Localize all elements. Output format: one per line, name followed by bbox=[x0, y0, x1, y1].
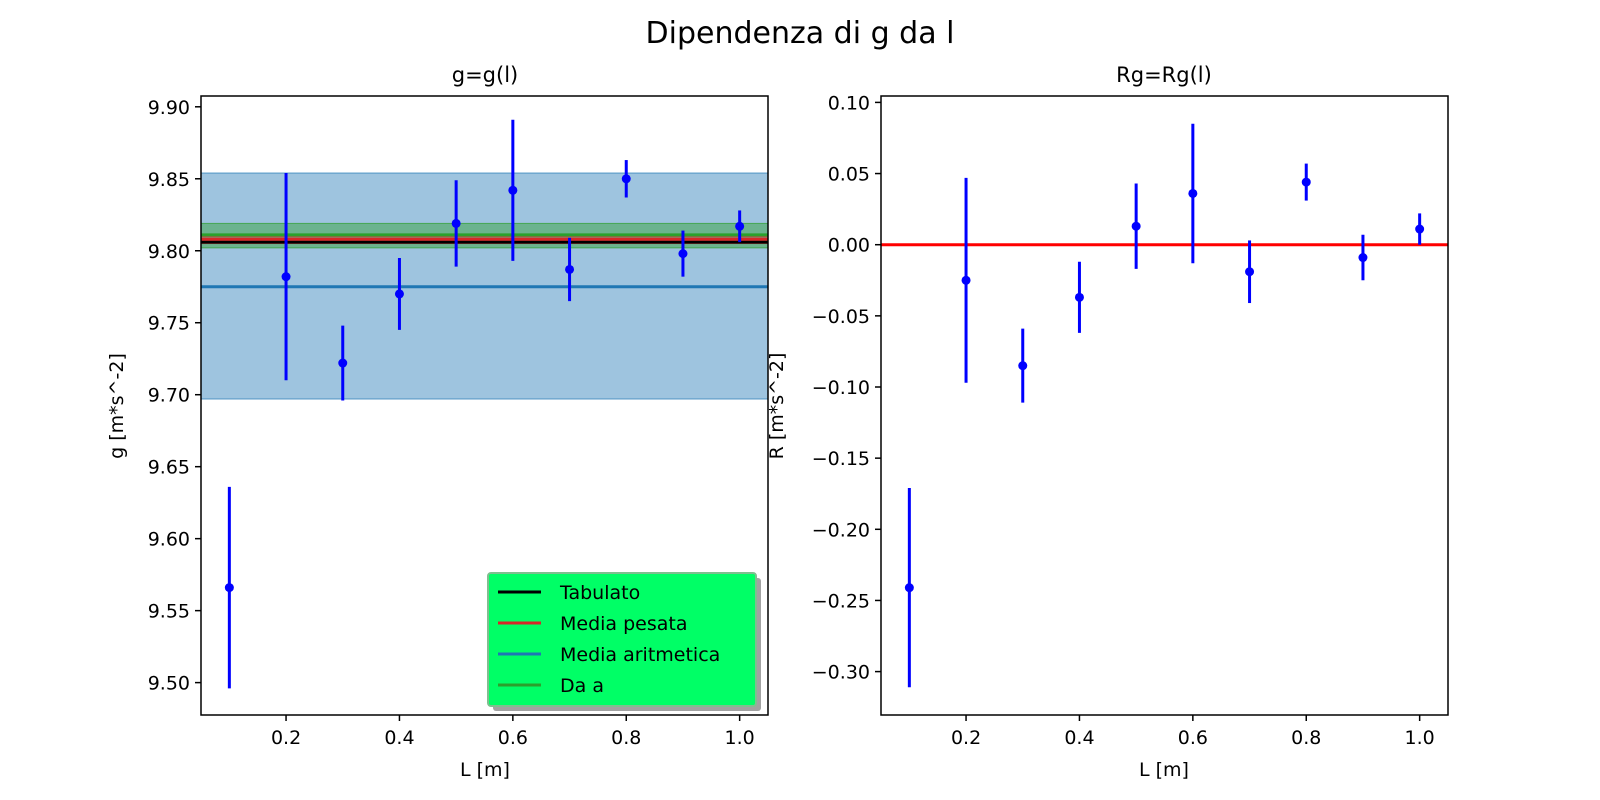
x-tick-label: 0.4 bbox=[384, 727, 414, 749]
legend-label: Da a bbox=[560, 675, 604, 697]
data-point bbox=[904, 583, 914, 593]
data-point bbox=[394, 289, 404, 299]
panel-title-left: g=g(l) bbox=[452, 63, 518, 87]
data-point bbox=[1131, 221, 1141, 231]
data-point bbox=[338, 358, 348, 368]
x-axis-ticks-left: 0.2 0.4 0.6 0.8 1.0 bbox=[271, 715, 755, 749]
y-tick-label: 0.00 bbox=[828, 235, 870, 257]
y-tick-label: 9.85 bbox=[148, 169, 190, 191]
y-tick-label: 0.05 bbox=[828, 164, 870, 186]
x-tick-label: 0.2 bbox=[951, 727, 981, 749]
y-tick-label: 9.70 bbox=[148, 385, 190, 407]
y-tick-label: −0.05 bbox=[812, 306, 870, 328]
panel-residuals: Rg=Rg(l) 0.2 0.4 0.6 0.8 1.0 −0.30 −0.25 −0.20… bbox=[766, 63, 1449, 781]
legend-label: Tabulato bbox=[559, 582, 640, 604]
y-axis-ticks-right: −0.30 −0.25 −0.20 −0.15 −0.10 −0.05 0.00 0.05 0.… bbox=[812, 92, 881, 684]
legend-items: Tabulato Media pesata Media aritmetica Da a bbox=[498, 582, 720, 697]
y-axis-ticks-left: 9.50 9.55 9.60 9.65 9.70 9.75 9.80 9.85 9.90 bbox=[148, 97, 201, 695]
reference-lines-left bbox=[201, 233, 768, 289]
data-point bbox=[735, 221, 745, 231]
y-tick-label: −0.25 bbox=[812, 590, 870, 612]
y-tick-label: 9.80 bbox=[148, 241, 190, 263]
x-tick-label: 1.0 bbox=[1405, 727, 1435, 749]
data-point bbox=[1018, 361, 1028, 371]
axes-frame-right bbox=[880, 95, 1449, 716]
x-axis-label-right: L [m] bbox=[1139, 759, 1189, 781]
data-point bbox=[508, 185, 518, 195]
legend-label: Media aritmetica bbox=[560, 644, 720, 666]
data-point bbox=[1415, 224, 1425, 234]
x-tick-label: 0.6 bbox=[498, 727, 528, 749]
x-axis-ticks-right: 0.2 0.4 0.6 0.8 1.0 bbox=[951, 715, 1435, 749]
y-tick-label: 9.50 bbox=[148, 673, 190, 695]
data-point bbox=[1245, 267, 1255, 277]
data-point bbox=[565, 264, 575, 274]
panel-title-right: Rg=Rg(l) bbox=[1116, 63, 1212, 87]
panel-g-vs-l: g=g(l) 0.2 0.4 0.6 0.8 1.0 9.509.559.609.659… bbox=[106, 63, 769, 781]
y-tick-label: 9.55 bbox=[148, 601, 190, 623]
legend-label: Media pesata bbox=[560, 613, 688, 635]
data-point bbox=[621, 174, 631, 184]
x-tick-label: 0.6 bbox=[1178, 727, 1208, 749]
data-point bbox=[1188, 188, 1198, 198]
y-tick-label: −0.15 bbox=[812, 448, 870, 470]
x-tick-label: 0.4 bbox=[1064, 727, 1094, 749]
legend-box bbox=[487, 572, 757, 707]
data-point bbox=[961, 275, 971, 285]
data-point bbox=[451, 218, 461, 228]
data-point bbox=[678, 249, 688, 259]
error-bar-series-left bbox=[224, 119, 745, 689]
y-tick-label: 9.60 bbox=[148, 529, 190, 551]
figure-title: Dipendenza di g da l bbox=[646, 16, 955, 51]
y-tick-label: −0.30 bbox=[812, 662, 870, 684]
x-tick-label: 0.8 bbox=[1291, 727, 1321, 749]
data-point bbox=[281, 272, 291, 282]
legend: Tabulato Media pesata Media aritmetica Da a bbox=[487, 572, 761, 711]
y-tick-label: 9.65 bbox=[148, 457, 190, 479]
axes-frame-left bbox=[200, 95, 769, 716]
error-bar-series-right bbox=[904, 123, 1425, 688]
y-tick-label: 9.75 bbox=[148, 313, 190, 335]
y-axis-label-right: R [m*s^-2] bbox=[766, 353, 788, 460]
data-point bbox=[1301, 177, 1311, 187]
x-tick-label: 0.2 bbox=[271, 727, 301, 749]
data-point bbox=[224, 583, 234, 593]
y-axis-label-left: g [m*s^-2] bbox=[106, 353, 128, 459]
x-tick-label: 1.0 bbox=[725, 727, 755, 749]
x-axis-label-left: L [m] bbox=[460, 759, 510, 781]
y-tick-label: 9.90 bbox=[148, 97, 190, 119]
data-point bbox=[1074, 292, 1084, 302]
y-tick-label: −0.10 bbox=[812, 377, 870, 399]
data-point bbox=[1358, 253, 1368, 263]
y-tick-label: 0.10 bbox=[828, 92, 870, 114]
x-tick-label: 0.8 bbox=[611, 727, 641, 749]
y-tick-label: −0.20 bbox=[812, 519, 870, 541]
